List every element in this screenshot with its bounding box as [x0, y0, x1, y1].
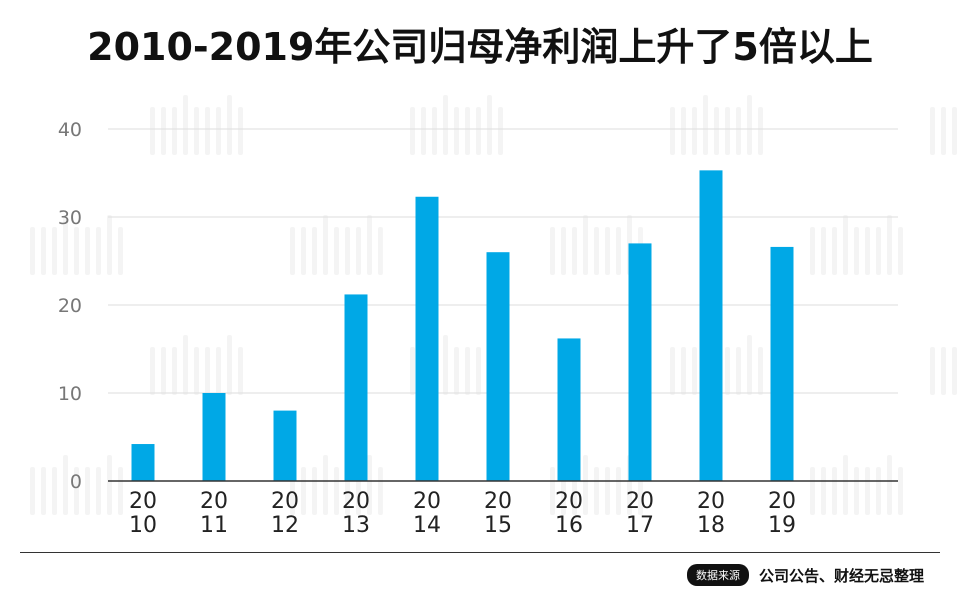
- y-axis-ticks: 0 10 20 30 40: [58, 119, 82, 493]
- y-tick-label: 20: [58, 295, 82, 317]
- watermark-glyph: [810, 215, 903, 275]
- watermark-glyph: [810, 455, 903, 515]
- watermark-glyph: [410, 95, 503, 155]
- bar: [486, 252, 510, 481]
- watermark-glyph: [290, 215, 383, 275]
- watermark-glyph: [930, 347, 957, 395]
- source-text: 公司公告、财经无忌整理: [758, 566, 924, 585]
- watermark-glyph: [30, 215, 123, 275]
- bar: [699, 170, 723, 482]
- source-badge: 数据来源: [686, 564, 749, 586]
- y-tick-label: 30: [58, 207, 82, 229]
- chart-title: 2010-2019年公司归母净利润上升了5倍以上: [87, 25, 873, 69]
- bar: [557, 338, 581, 481]
- x-tick-label: 20 13: [342, 489, 370, 538]
- x-tick-label: 20 14: [413, 489, 441, 538]
- x-tick-label: 20 16: [555, 489, 583, 538]
- watermark-glyph: [290, 455, 383, 515]
- bars: [131, 170, 794, 482]
- source-footer: 数据来源 公司公告、财经无忌整理: [686, 564, 924, 586]
- watermark-glyph: [30, 455, 123, 515]
- x-tick-label: 20 19: [768, 489, 796, 538]
- x-tick-label: 20 12: [271, 489, 299, 538]
- bar: [628, 243, 652, 481]
- footer-divider: [20, 552, 940, 553]
- x-tick-label: 20 15: [484, 489, 512, 538]
- x-tick-label: 20 10: [129, 489, 157, 538]
- watermark-glyph: [670, 95, 763, 155]
- watermark-glyph: [150, 95, 243, 155]
- y-tick-label: 10: [58, 383, 82, 405]
- watermark-glyph: [150, 335, 243, 395]
- bar: [273, 410, 297, 481]
- bar: [344, 294, 368, 481]
- x-tick-label: 20 11: [200, 489, 228, 538]
- x-tick-label: 20 17: [626, 489, 654, 538]
- bar: [770, 246, 794, 481]
- y-tick-label: 0: [70, 471, 82, 493]
- x-axis-labels: 20 10 20 11 20 12 20 13 20 14 20 15 20 16 20 17 20 18 20 19: [129, 489, 796, 538]
- bar: [415, 196, 439, 481]
- watermark-glyph: [930, 107, 957, 155]
- bar: [131, 444, 155, 481]
- bar: [202, 393, 226, 481]
- y-tick-label: 40: [58, 119, 82, 141]
- x-tick-label: 20 18: [697, 489, 725, 538]
